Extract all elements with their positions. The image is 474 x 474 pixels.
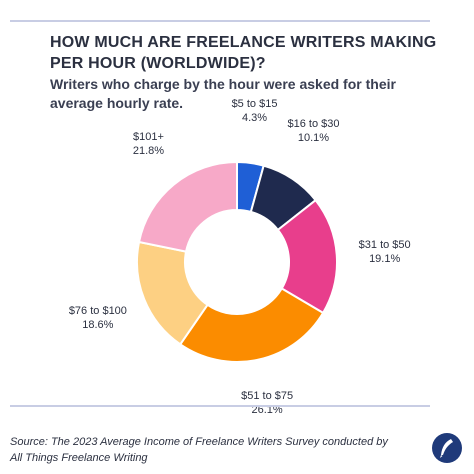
slice-category: $76 to $100 (68, 305, 127, 318)
donut-slice (137, 160, 238, 253)
chart-subtitle: Writers who charge by the hour were aske… (50, 76, 396, 111)
slice-value: 21.8% (132, 144, 165, 157)
bottom-divider (10, 405, 430, 407)
slice-label: $51 to $75 26.1% (241, 389, 293, 417)
slice-label: $31 to $50 19.1% (359, 238, 411, 266)
slice-category: $16 to $30 (287, 118, 340, 131)
slice-label: $5 to $15 4.3% (232, 97, 278, 125)
chart-title: HOW MUCH ARE FREELANCE WRITERS MAKING PE… (50, 34, 437, 72)
slice-value: 10.1% (297, 132, 330, 145)
slice-category: $5 to $15 (231, 98, 278, 111)
slice-category: $31 to $50 (358, 239, 411, 252)
source-note: Source: The 2023 Average Income of Freel… (10, 436, 388, 464)
slice-category: $101+ (132, 130, 164, 143)
slice-value: 4.3% (241, 112, 268, 125)
slice-label: $101+ 21.8% (133, 130, 164, 158)
quill-pen-icon (432, 433, 462, 463)
slice-category: $51 to $75 (241, 389, 294, 402)
donut-slice (178, 287, 325, 363)
top-divider (10, 20, 430, 22)
slice-value: 18.6% (82, 319, 114, 332)
slice-label: $16 to $30 10.1% (287, 117, 339, 145)
slice-value: 19.1% (369, 253, 401, 266)
slice-label: $76 to $100 18.6% (69, 304, 127, 332)
